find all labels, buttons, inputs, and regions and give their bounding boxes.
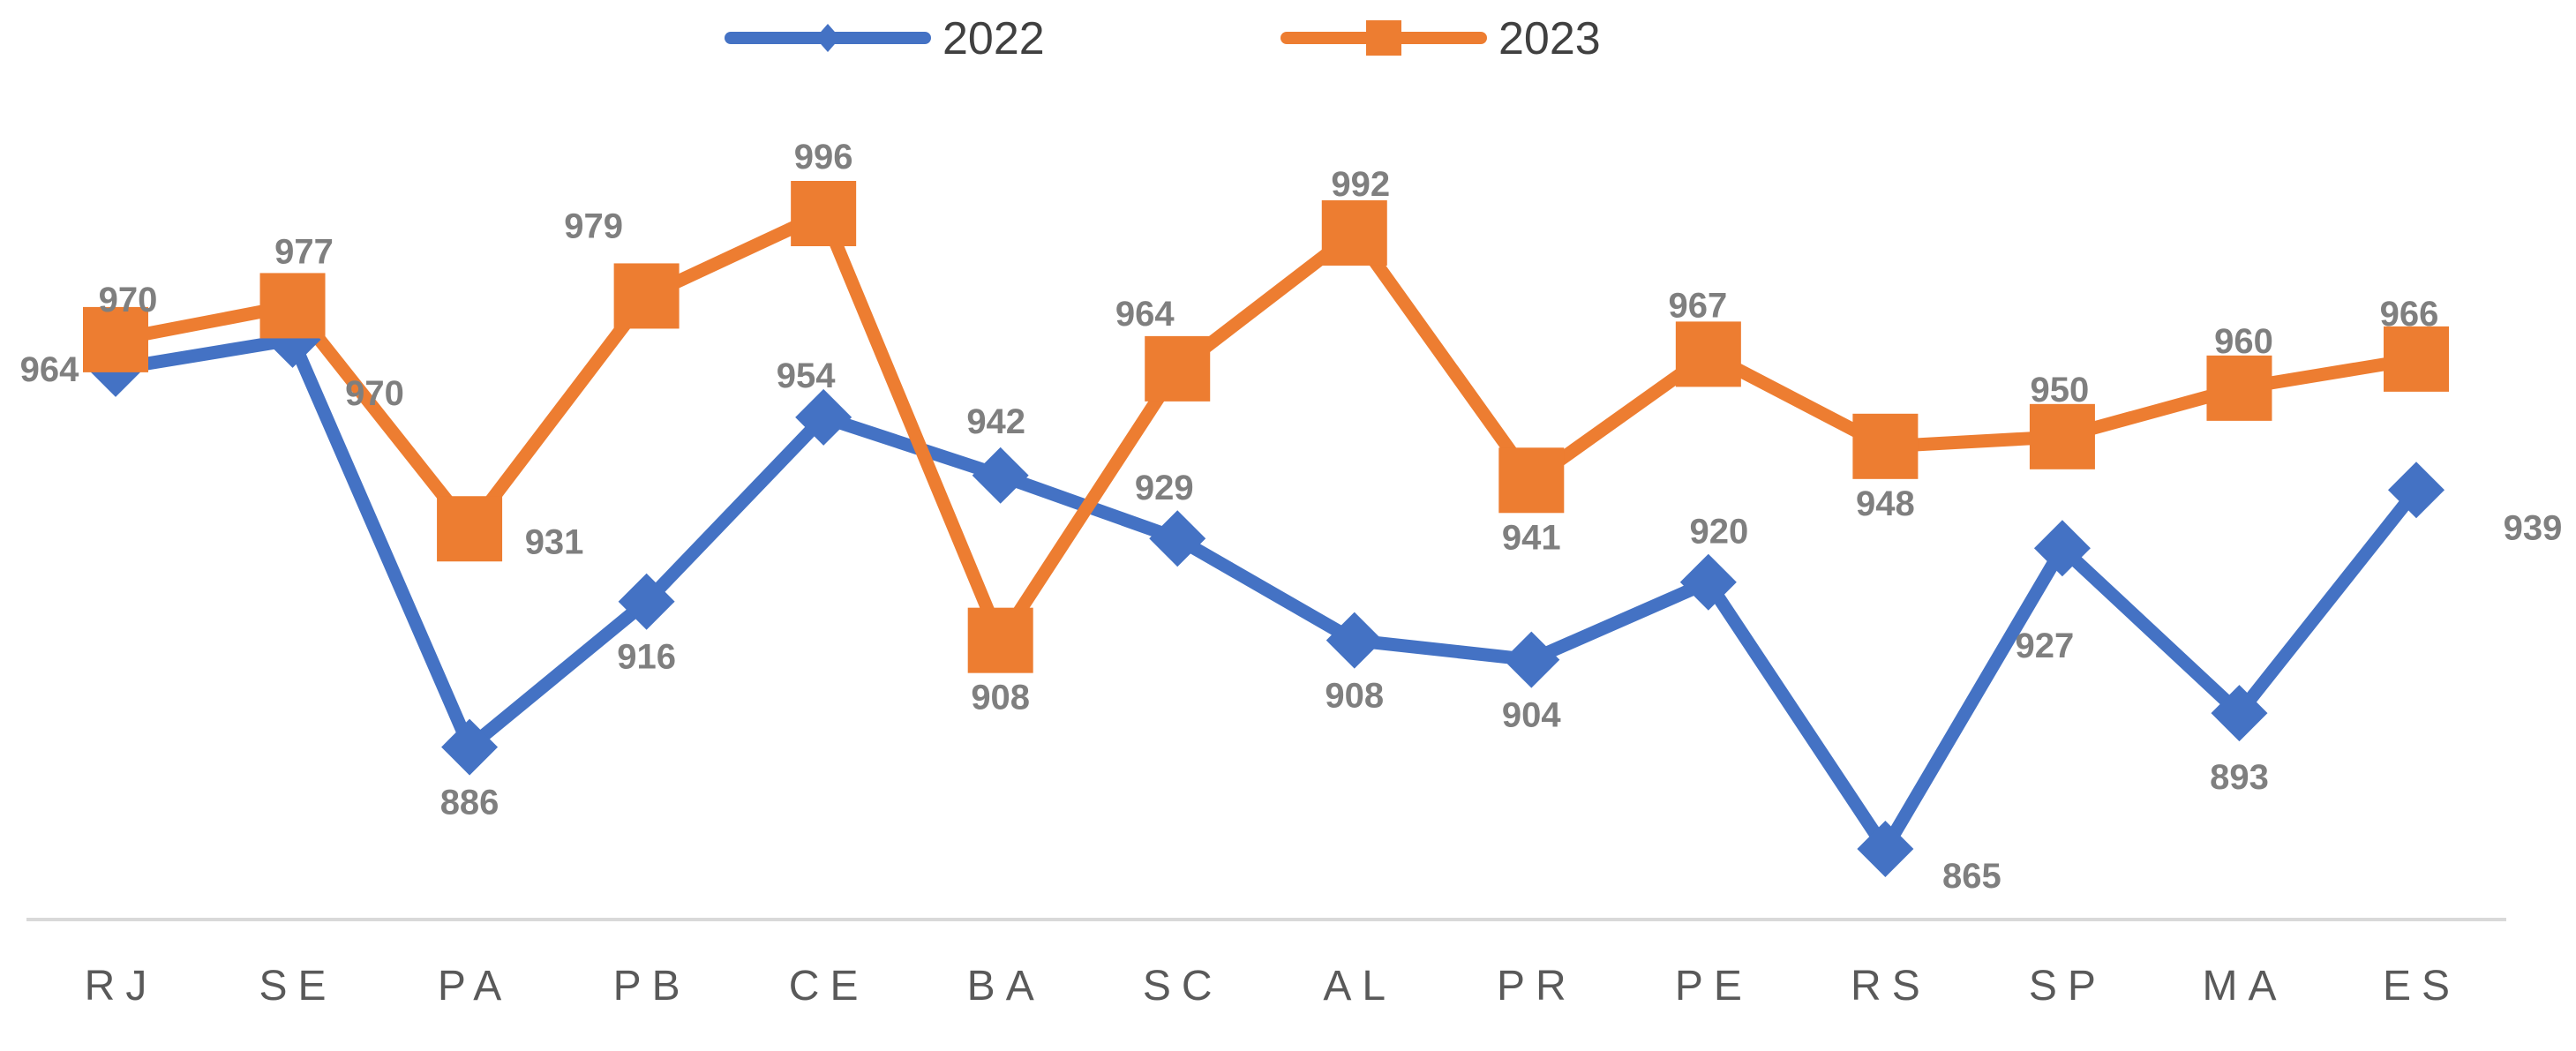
data-label-series-2023-pa: 931 (525, 522, 584, 561)
point-series-2022-ce (795, 388, 852, 446)
point-series-2023-sc (1145, 335, 1211, 402)
data-label-series-2022-se: 970 (345, 374, 404, 413)
data-label-series-2022-pr: 904 (1502, 696, 1561, 735)
data-label-series-2023-ma: 960 (2214, 322, 2273, 361)
data-label-series-2023-es: 966 (2380, 295, 2439, 334)
data-label-series-2022-al: 908 (1325, 677, 1384, 716)
legend-marker-series-2022 (815, 24, 840, 52)
point-series-2022-pe (1679, 553, 1737, 611)
x-tick-label-se: SE (259, 963, 337, 1010)
x-tick-label-rj: RJ (85, 963, 158, 1010)
series-layer (83, 181, 2449, 877)
data-label-series-2023-rj: 970 (99, 281, 158, 319)
legend-label-series-2023: 2023 (1498, 13, 1601, 64)
data-label-series-2023-se: 977 (274, 232, 334, 271)
x-tick-label-pb: PB (613, 963, 691, 1010)
point-series-2022-sc (1149, 510, 1206, 567)
point-series-2023-al (1321, 199, 1387, 266)
legend: 2022 2023 (725, 13, 1601, 64)
point-series-2022-pb (618, 573, 675, 630)
data-label-series-2022-es: 939 (2504, 508, 2563, 547)
data-label-series-2023-pb: 979 (564, 206, 623, 245)
x-tick-label-es: ES (2383, 963, 2460, 1010)
x-tick-label-rs: RS (1851, 963, 1931, 1010)
point-series-2023-rj (83, 306, 148, 372)
x-tick-label-pr: PR (1497, 963, 1577, 1010)
data-label-series-2023-al: 992 (1331, 165, 1390, 204)
point-series-2023-pr (1498, 447, 1565, 514)
data-label-series-2023-pe: 967 (1668, 286, 1727, 325)
point-series-2022-es (2388, 462, 2445, 519)
x-axis-ticks: RJ SE PA PB CE BA SC AL PR PE RS SP MA ES (85, 963, 2460, 1010)
point-series-2023-ba (967, 607, 1033, 673)
x-tick-label-al: AL (1323, 963, 1396, 1010)
x-tick-label-sp: SP (2029, 963, 2107, 1010)
x-tick-label-sc: SC (1143, 963, 1223, 1010)
point-series-2022-pa (441, 718, 499, 776)
data-label-series-2022-pa: 886 (440, 784, 499, 822)
point-series-2023-ce (791, 181, 857, 246)
point-series-2022-rs (1857, 821, 1914, 877)
data-label-series-2022-sp: 927 (2016, 627, 2075, 665)
x-tick-label-pa: PA (438, 963, 512, 1010)
data-label-series-2022-ce: 954 (777, 357, 836, 395)
point-series-2022-ba (972, 447, 1029, 504)
line-series-2022 (109, 333, 2423, 856)
point-series-2022-ma (2211, 685, 2268, 742)
data-label-series-2022-ba: 942 (966, 402, 1025, 441)
x-tick-label-ba: BA (967, 963, 1045, 1010)
data-label-series-2023-rs: 948 (1856, 484, 1915, 523)
point-series-2023-ma (2206, 355, 2272, 421)
point-series-2023-rs (1852, 413, 1919, 479)
data-label-series-2023-ce: 996 (794, 138, 853, 176)
data-labels-layer: 964 970 886 916 954 942 929 908 904 920 865 927 893 9… (20, 138, 2563, 896)
data-label-series-2022-rs: 865 (1942, 857, 2001, 896)
point-series-2023-pa (437, 496, 503, 562)
legend-marker-series-2023 (1366, 20, 1401, 56)
point-series-2023-sp (2029, 403, 2095, 469)
point-series-2022-pr (1503, 631, 1560, 688)
data-label-series-2022-sc: 929 (1135, 469, 1194, 507)
data-label-series-2023-sp: 950 (2031, 371, 2090, 409)
data-label-series-2023-sc: 964 (1115, 295, 1175, 334)
data-label-series-2023-pr: 941 (1502, 518, 1561, 557)
legend-label-series-2022: 2022 (943, 13, 1045, 64)
data-label-series-2022-rj: 964 (20, 350, 79, 389)
x-tick-label-ce: CE (789, 963, 869, 1010)
point-series-2022-al (1326, 612, 1383, 669)
data-label-series-2022-ma: 893 (2210, 758, 2269, 797)
x-tick-label-pe: PE (1675, 963, 1753, 1010)
point-series-2023-pe (1675, 321, 1741, 387)
x-tick-label-ma: MA (2202, 963, 2287, 1010)
point-series-2022-sp (2033, 520, 2091, 577)
data-label-series-2022-pe: 920 (1689, 513, 1748, 552)
point-series-2023-se (259, 273, 326, 339)
data-label-series-2022-pb: 916 (617, 638, 676, 677)
point-series-2023-pb (613, 263, 680, 329)
point-series-2023-es (2384, 326, 2449, 392)
data-label-series-2023-ba: 908 (971, 679, 1030, 717)
